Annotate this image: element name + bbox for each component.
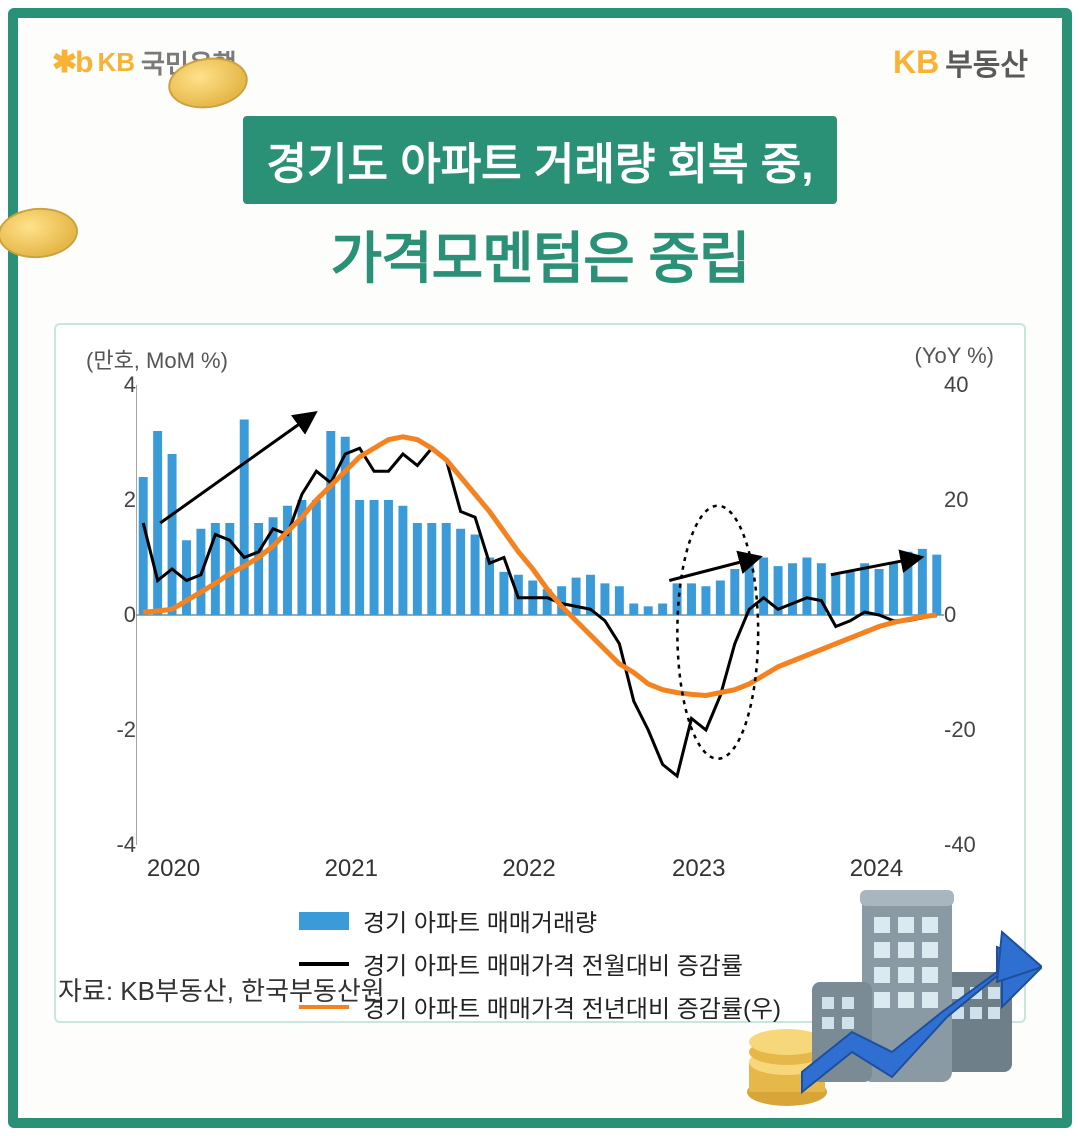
kb-text: KB xyxy=(893,44,939,81)
y-tick-left: 0 xyxy=(66,602,136,628)
title-line1: 경기도 아파트 거래량 회복 중, xyxy=(243,116,838,204)
y-axis-right-label: (YoY %) xyxy=(915,343,995,369)
chart-svg xyxy=(136,385,944,845)
y-tick-left: -4 xyxy=(66,832,136,858)
legend-label: 경기 아파트 매매가격 전월대비 증감률 xyxy=(363,946,743,981)
source-text: 자료: KB부동산, 한국부동산원 xyxy=(58,971,385,1008)
logo-kb-realestate: KB 부동산 xyxy=(893,40,1028,84)
x-tick: 2021 xyxy=(325,855,378,883)
y-tick-right: -20 xyxy=(944,717,1014,743)
plot-area xyxy=(136,385,944,845)
legend: 경기 아파트 매매거래량경기 아파트 매매가격 전월대비 증감률경기 아파트 매… xyxy=(299,903,781,1032)
y-tick-right: 0 xyxy=(944,602,1014,628)
y-tick-left: 2 xyxy=(66,487,136,513)
kb-text: KB xyxy=(97,47,135,78)
y-axis-left-label: (만호, MoM %) xyxy=(86,343,228,375)
y-tick-right: -40 xyxy=(944,832,1014,858)
y-tick-left: -2 xyxy=(66,717,136,743)
y-tick-right: 20 xyxy=(944,487,1014,513)
infographic-frame: ✱b KB 국민은행 KB 부동산 경기도 아파트 거래량 회복 중, 가격모멘… xyxy=(8,8,1072,1128)
x-tick: 2022 xyxy=(502,855,555,883)
x-tick: 2020 xyxy=(147,855,200,883)
legend-label: 경기 아파트 매매거래량 xyxy=(363,903,597,938)
legend-item: 경기 아파트 매매거래량 xyxy=(299,903,781,938)
y-tick-left: 4 xyxy=(66,372,136,398)
title-line2: 가격모멘텀은 중립 xyxy=(18,214,1062,295)
y-ticks-left: -4-2024 xyxy=(66,385,136,845)
legend-swatch xyxy=(299,962,349,966)
y-ticks-right: -40-2002040 xyxy=(944,385,1014,845)
title-block: 경기도 아파트 거래량 회복 중, 가격모멘텀은 중립 xyxy=(18,116,1062,295)
realestate-text: 부동산 xyxy=(945,40,1028,84)
buildings-illustration xyxy=(742,872,1042,1112)
y-tick-right: 40 xyxy=(944,372,1014,398)
x-tick: 2023 xyxy=(672,855,725,883)
legend-swatch xyxy=(299,912,349,930)
legend-label: 경기 아파트 매매가격 전년대비 증감률(우) xyxy=(363,989,781,1024)
kb-star-icon: ✱b xyxy=(52,45,91,80)
